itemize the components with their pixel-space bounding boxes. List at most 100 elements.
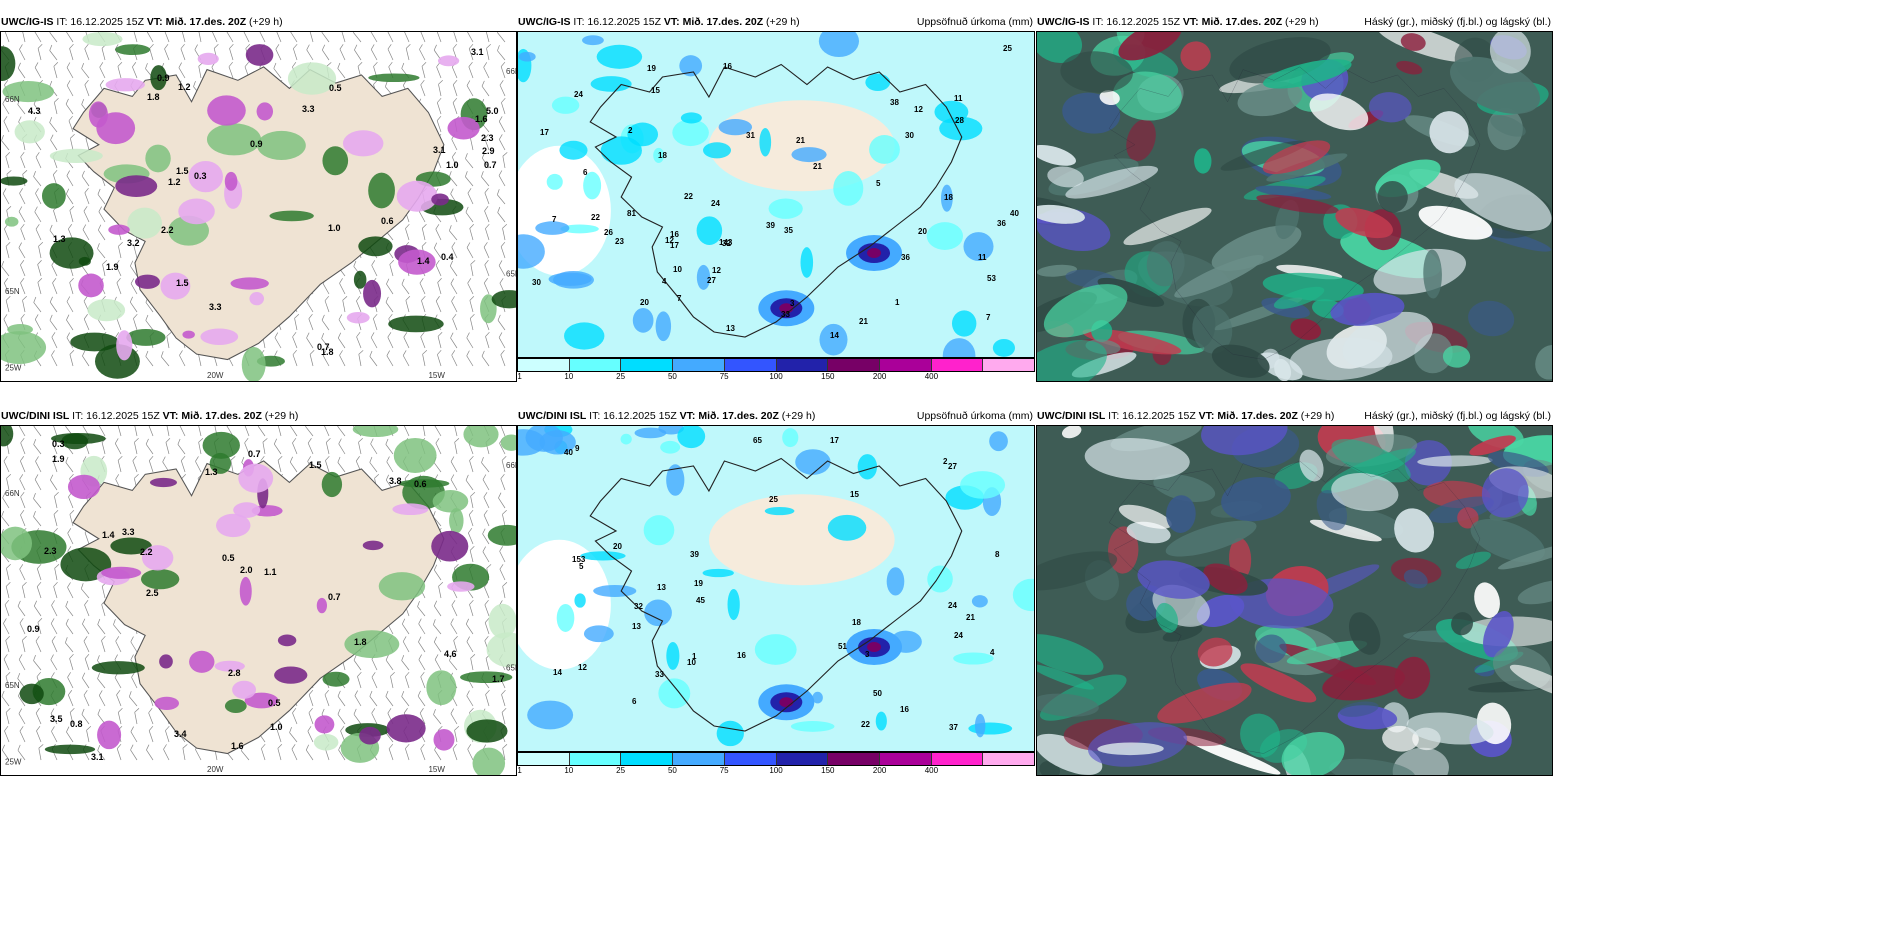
colorbar-swatch <box>879 359 932 371</box>
station-value: 36 <box>901 253 910 262</box>
station-value: 18 <box>658 151 667 160</box>
station-value: 17 <box>830 436 839 445</box>
station-value: 6 <box>632 697 637 706</box>
value-label: 4.3 <box>28 106 41 116</box>
svg-text:66N: 66N <box>506 67 516 76</box>
svg-text:65N: 65N <box>5 681 20 690</box>
station-value: 40 <box>1010 209 1019 218</box>
value-label: 1.5 <box>176 278 189 288</box>
station-value: 27 <box>948 462 957 471</box>
value-label: 1.3 <box>205 467 218 477</box>
value-label: 3.3 <box>209 302 222 312</box>
station-value: 32 <box>634 602 643 611</box>
value-label: 2.2 <box>140 547 153 557</box>
value-label: 1.6 <box>231 741 244 751</box>
value-label: 0.3 <box>52 439 65 449</box>
cloud-layers <box>1037 32 1552 381</box>
station-value: 22 <box>861 720 870 729</box>
station-value: 24 <box>574 90 583 99</box>
station-value: 23 <box>615 237 624 246</box>
value-label: 0.9 <box>250 139 263 149</box>
station-value: 24 <box>954 631 963 640</box>
value-label: 0.6 <box>414 479 427 489</box>
station-value: 45 <box>696 596 705 605</box>
station-value: 153 <box>572 555 586 564</box>
station-value: 14 <box>553 668 562 677</box>
value-label: 3.3 <box>122 527 135 537</box>
colorbar-tick: 25 <box>616 766 626 775</box>
snow-areas <box>67 459 475 751</box>
station-value: 12 <box>914 105 923 114</box>
iceland-coastline <box>589 63 963 338</box>
colorbar-swatch <box>569 753 622 765</box>
station-value: 33 <box>655 670 664 679</box>
colorbar-tick: 1 <box>517 372 522 381</box>
station-value: 10 <box>687 658 696 667</box>
value-label: 0.7 <box>328 592 341 602</box>
colorbar-tick: 50 <box>667 372 677 381</box>
station-value: 15 <box>651 86 660 95</box>
value-label: 1.9 <box>52 454 65 464</box>
colorbar-swatch <box>828 359 880 371</box>
value-label: 2.0 <box>240 565 253 575</box>
coastline-overlay <box>1108 460 1481 754</box>
station-value: 5 <box>876 179 881 188</box>
value-label: 0.4 <box>441 252 454 262</box>
colorbar-swatch <box>983 753 1035 765</box>
colorbar-tick: 200 <box>872 766 887 775</box>
colorbar-swatch <box>879 753 932 765</box>
value-label: 1.8 <box>147 92 160 102</box>
station-value: 33 <box>781 310 790 319</box>
station-value: 24 <box>711 199 720 208</box>
station-value: 17 <box>540 128 549 137</box>
colorbar-tick: 50 <box>667 766 677 775</box>
panel-title: UWC/DINI ISL IT: 16.12.2025 15Z VT: Mið.… <box>1037 410 1551 422</box>
station-value: 3 <box>790 299 795 308</box>
value-label: 3.5 <box>50 714 63 724</box>
colorbar <box>517 752 1035 766</box>
station-value: 6 <box>583 168 588 177</box>
station-value: 22 <box>684 192 693 201</box>
station-value: 13 <box>632 622 641 631</box>
panel-accum-precip-dini: UWC/DINI ISL IT: 16.12.2025 15Z VT: Mið.… <box>517 407 1035 776</box>
colorbar-ticks: 1 10 25 50 75 100 150 200 400 <box>517 766 1035 776</box>
station-value: 12 <box>712 266 721 275</box>
colorbar-tick: 400 <box>924 372 939 381</box>
svg-text:15W: 15W <box>428 765 445 774</box>
colorbar-swatch <box>621 359 674 371</box>
station-value: 5 <box>579 562 584 571</box>
svg-text:66N: 66N <box>506 461 516 470</box>
colorbar-swatch <box>673 359 725 371</box>
panel-title: UWC/IG-IS IT: 16.12.2025 15Z VT: Mið. 17… <box>1037 16 1551 28</box>
colorbar-swatch <box>673 753 725 765</box>
station-value: 37 <box>949 723 958 732</box>
value-label: 3.1 <box>471 47 484 57</box>
station-value: 16 <box>723 62 732 71</box>
panel-precip-type-dini: UWC/DINI ISL IT: 16.12.2025 15Z VT: Mið.… <box>0 407 517 776</box>
station-value: 19 <box>647 64 656 73</box>
svg-text:15W: 15W <box>428 371 445 380</box>
cloud-layers <box>1037 426 1552 775</box>
station-value: 25 <box>1003 44 1012 53</box>
station-value: 65 <box>753 436 762 445</box>
station-value: 20 <box>613 542 622 551</box>
station-value: 12 <box>665 236 674 245</box>
value-label: 3.1 <box>91 752 104 762</box>
panel-title: UWC/DINI ISL IT: 16.12.2025 15Z VT: Mið.… <box>518 410 1033 422</box>
value-label: 1.8 <box>354 637 367 647</box>
panel-title: UWC/DINI ISL IT: 16.12.2025 15Z VT: Mið.… <box>1 410 299 422</box>
value-label: 1.4 <box>102 530 115 540</box>
value-label: 1.8 <box>321 347 334 357</box>
colorbar-swatch <box>621 753 674 765</box>
station-value: 51 <box>838 642 847 651</box>
value-label: 4.6 <box>444 649 457 659</box>
value-label: 1.4 <box>417 256 430 266</box>
value-label: 1.7 <box>492 674 505 684</box>
station-values: 251 3171524212722133325403251181416191213… <box>553 436 1000 732</box>
station-value: 19 <box>694 579 703 588</box>
station-value: 1 <box>692 652 697 661</box>
colorbar-swatch <box>569 359 622 371</box>
rain-areas <box>1 32 516 381</box>
svg-text:25W: 25W <box>5 364 22 373</box>
value-label: 3.4 <box>174 729 187 739</box>
